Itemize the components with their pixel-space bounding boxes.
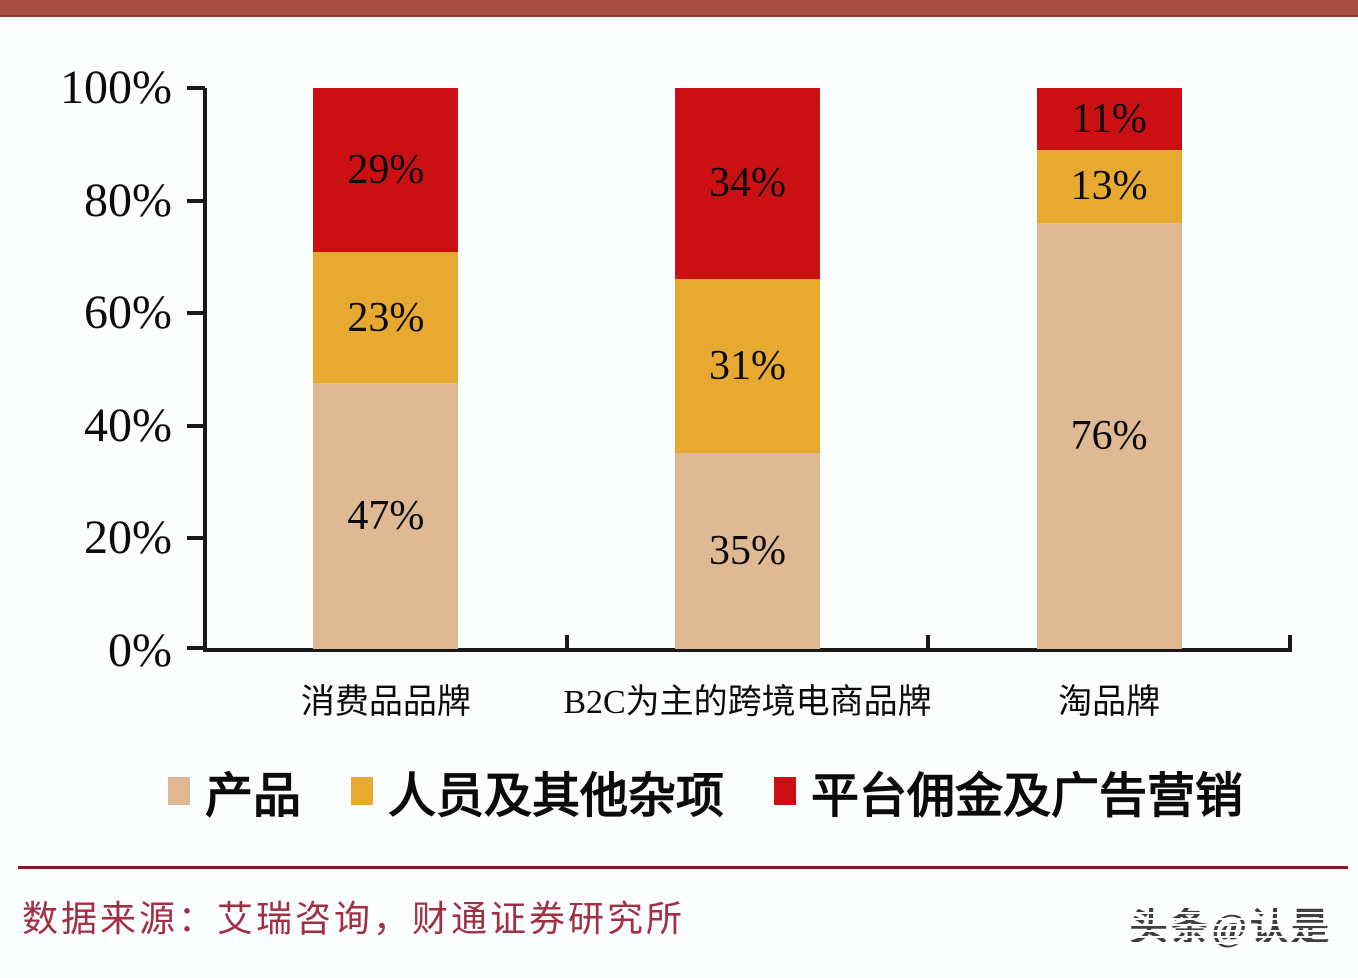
y-axis-tick-label: 0% (108, 624, 172, 677)
bar-segment: 29% (313, 88, 459, 253)
watermark: 头条@认是 (1130, 896, 1332, 951)
bar-segment-value-label: 47% (347, 492, 425, 539)
bar-segment: 31% (675, 278, 820, 453)
legend-item: 人员及其他杂项 (351, 756, 724, 826)
legend-item: 平台佣金及广告营销 (774, 756, 1243, 826)
y-axis-tick (187, 311, 205, 316)
legend-swatch (351, 777, 374, 805)
bar-segment-value-label: 13% (1070, 163, 1148, 210)
y-axis-line (203, 88, 207, 651)
bar-segment: 11% (1036, 88, 1182, 150)
bar-segment-value-label: 76% (1070, 412, 1148, 459)
bar-segment: 76% (1036, 222, 1182, 649)
y-axis-tick (187, 646, 205, 650)
bar-2: 35% 31% 34% (675, 88, 820, 649)
bar-segment: 35% (675, 452, 820, 649)
bar-segment-value-label: 31% (709, 342, 786, 389)
bar-segment: 34% (675, 88, 820, 279)
x-axis-category-label: B2C为主的跨境电商品牌 (563, 684, 932, 721)
y-axis-tick (187, 536, 205, 541)
y-axis-tick-label: 40% (84, 398, 172, 452)
bar-segment: 47% (313, 382, 459, 649)
x-axis-line (203, 648, 1292, 652)
legend-label: 平台佣金及广告营销 (811, 770, 1244, 823)
y-axis-tick (187, 198, 205, 203)
x-axis-tick (1288, 635, 1292, 649)
x-axis-tick (926, 635, 931, 649)
y-axis-tick (187, 86, 205, 90)
bar-segment-value-label: 35% (709, 527, 786, 574)
bar-segment-value-label: 23% (347, 294, 425, 341)
y-axis-tick (187, 423, 205, 428)
legend-label: 人员及其他杂项 (388, 770, 725, 823)
legend-swatch (774, 777, 797, 805)
bar-segment-value-label: 11% (1071, 95, 1147, 142)
y-axis-tick-label: 20% (84, 511, 172, 565)
divider-line (18, 866, 1348, 869)
y-axis-tick-label: 60% (84, 286, 172, 340)
x-axis-tick (564, 635, 569, 649)
legend-item: 产品 (168, 756, 301, 826)
legend-swatch (168, 777, 190, 805)
bar-segment-value-label: 34% (709, 160, 786, 207)
legend: 产品 人员及其他杂项 平台佣金及广告营销 (168, 760, 1243, 823)
bar-3: 76% 13% 11% (1036, 88, 1182, 649)
bar-segment-value-label: 29% (347, 147, 425, 194)
bar-segment: 13% (1036, 149, 1182, 223)
top-banner (0, 0, 1358, 17)
legend-label: 产品 (205, 770, 302, 823)
y-axis-tick-label: 100% (60, 61, 172, 114)
bar-1: 47% 23% 29% (313, 88, 459, 649)
y-axis-tick-label: 80% (84, 173, 172, 227)
x-axis-category-label: 淘品牌 (1058, 684, 1161, 721)
bar-segment: 23% (313, 252, 459, 383)
x-axis-category-label: 消费品品牌 (300, 684, 471, 721)
source-text: 数据来源：艾瑞咨询，财通证券研究所 (22, 899, 686, 939)
